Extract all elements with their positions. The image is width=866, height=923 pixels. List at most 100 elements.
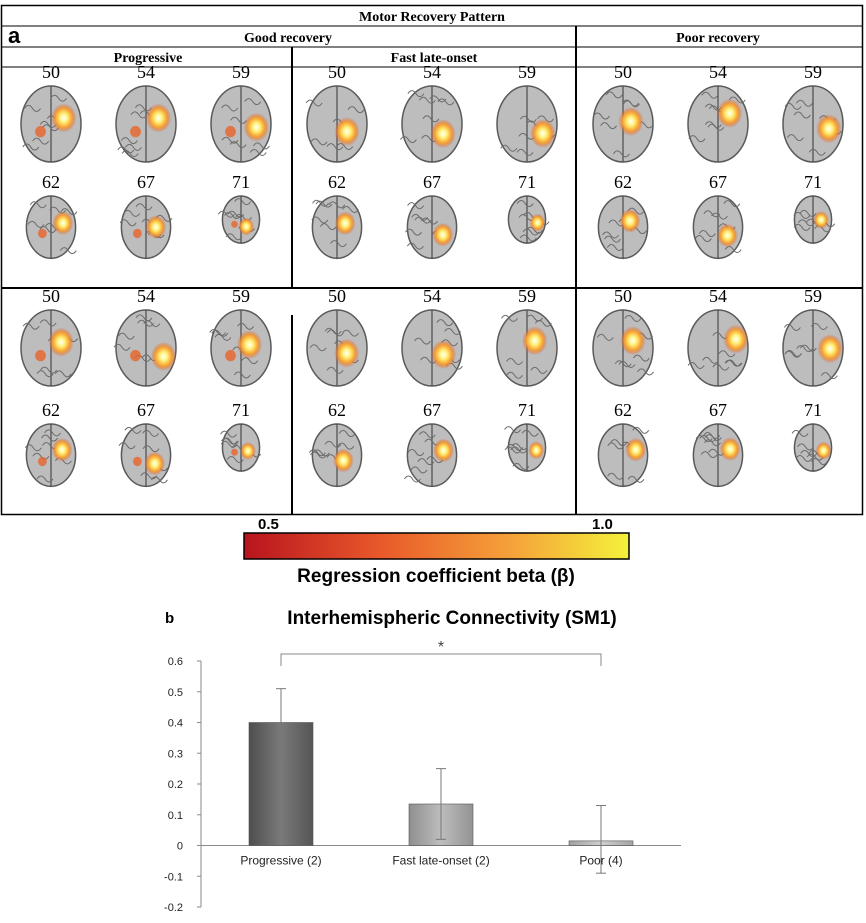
slice-label: 71 — [232, 400, 250, 420]
slice-label: 59 — [518, 62, 536, 82]
brain-slice-image — [210, 85, 272, 163]
brain-slice-image — [311, 195, 363, 260]
y-tick-label: -0.1 — [164, 871, 183, 883]
slice-label: 67 — [423, 400, 441, 420]
colorbar-title: Regression coefficient beta (β) — [297, 566, 575, 587]
slice-label: 67 — [709, 400, 727, 420]
slice-label: 50 — [328, 62, 346, 82]
brain-slice-image — [113, 309, 177, 387]
slice-label: 62 — [42, 172, 60, 192]
brain-slice-image — [20, 309, 82, 387]
slice-label: 54 — [709, 62, 727, 82]
brain-slice-image — [793, 195, 836, 244]
category-label: Fast late-onset (2) — [392, 854, 489, 868]
slice-label: 62 — [328, 400, 346, 420]
colorbar-gradient — [243, 532, 630, 560]
brain-slice-image — [401, 309, 463, 387]
colorbar-max-label: 1.0 — [592, 516, 613, 533]
progressive-header: Progressive — [114, 51, 183, 66]
slice-label: 50 — [614, 62, 632, 82]
brain-slice-image — [597, 423, 650, 488]
brain-slice-image — [308, 423, 363, 488]
brain-slice-image — [687, 85, 749, 163]
slice-label: 62 — [42, 400, 60, 420]
figure-title: Motor Recovery Pattern — [359, 10, 505, 25]
brain-slice-image — [305, 85, 368, 163]
y-tick-label: 0 — [177, 841, 183, 853]
slice-label: 54 — [137, 286, 155, 306]
slice-label: 50 — [42, 62, 60, 82]
brain-slice-image — [782, 85, 844, 163]
slice-label: 50 — [614, 286, 632, 306]
brain-slice-image — [791, 423, 833, 472]
brain-slice-image — [118, 423, 172, 488]
y-tick-label: 0.2 — [168, 779, 183, 791]
brain-slice-image — [692, 195, 744, 260]
good-recovery-header: Good recovery — [244, 31, 332, 46]
y-tick-label: -0.2 — [164, 902, 183, 914]
slice-label: 67 — [423, 172, 441, 192]
brain-slice-grid: 50 62 54 67 59 71 50 62 54 67 59 71 50 62 54 67 59 71 50 62… — [20, 62, 844, 488]
brain-slice-image — [496, 309, 558, 387]
slice-label: 59 — [518, 286, 536, 306]
brain-slice-image — [399, 85, 463, 163]
slice-label: 50 — [42, 286, 60, 306]
slice-label: 71 — [804, 400, 822, 420]
slice-label: 59 — [804, 62, 822, 82]
y-tick-label: 0.4 — [168, 718, 183, 730]
y-tick-label: 0.6 — [168, 656, 183, 668]
slice-label: 67 — [709, 172, 727, 192]
chart-title: Interhemispheric Connectivity (SM1) — [287, 608, 616, 629]
slice-label: 71 — [518, 172, 536, 192]
y-tick-label: 0.3 — [168, 748, 183, 760]
brain-slice-image — [496, 85, 558, 163]
brain-slice-image — [782, 309, 844, 387]
brain-slice-image — [20, 85, 82, 163]
slice-label: 54 — [423, 62, 441, 82]
brain-slice-image — [597, 195, 649, 260]
bar-chart: -0.2 -0.1 0 0.1 0.2 0.3 0.4 0.5 0.6 Progressive (… — [164, 639, 681, 914]
slice-label: 62 — [328, 172, 346, 192]
panel-b-label: b — [165, 610, 174, 627]
brain-slice-image — [119, 195, 173, 260]
brain-slice-image — [507, 195, 550, 244]
slice-label: 54 — [137, 62, 155, 82]
brain-slice-image — [404, 423, 458, 488]
brain-slice-image — [209, 309, 272, 387]
slice-label: 59 — [804, 286, 822, 306]
slice-label: 59 — [232, 286, 250, 306]
brain-slice-image — [220, 423, 262, 472]
brain-slice-image — [504, 423, 547, 472]
panel-a-label: a — [8, 23, 21, 48]
slice-label: 62 — [614, 172, 632, 192]
bar-chart-panel: b Interhemispheric Connectivity (SM1) -0… — [164, 608, 681, 914]
brain-slice-image — [405, 195, 458, 260]
brain-slice-image — [24, 423, 77, 488]
brain-slice-image — [217, 195, 261, 244]
category-label: Poor (4) — [579, 854, 622, 868]
category-label: Progressive (2) — [240, 854, 321, 868]
slice-label: 62 — [614, 400, 632, 420]
poor-recovery-header: Poor recovery — [676, 31, 760, 46]
brain-slice-image — [115, 85, 177, 163]
colorbar: 0.5 1.0 Regression coefficient beta (β) — [243, 516, 630, 587]
y-tick-label: 0.5 — [168, 687, 183, 699]
slice-label: 71 — [804, 172, 822, 192]
slice-label: 59 — [232, 62, 250, 82]
significance-bracket — [280, 653, 602, 666]
slice-label: 54 — [423, 286, 441, 306]
slice-label: 67 — [137, 172, 155, 192]
slice-label: 54 — [709, 286, 727, 306]
brain-slice-image — [687, 309, 749, 387]
slice-label: 50 — [328, 286, 346, 306]
slice-label: 71 — [232, 172, 250, 192]
brain-maps-panel: Motor Recovery Pattern a Good recovery P… — [0, 4, 864, 587]
fast-late-onset-header: Fast late-onset — [391, 51, 478, 66]
brain-slice-image — [306, 309, 368, 387]
slice-label: 71 — [518, 400, 536, 420]
brain-slice-image — [692, 423, 744, 488]
colorbar-min-label: 0.5 — [258, 516, 279, 533]
brain-slice-image — [25, 195, 78, 260]
brain-slice-image — [592, 85, 654, 163]
significance-star: * — [438, 639, 444, 656]
